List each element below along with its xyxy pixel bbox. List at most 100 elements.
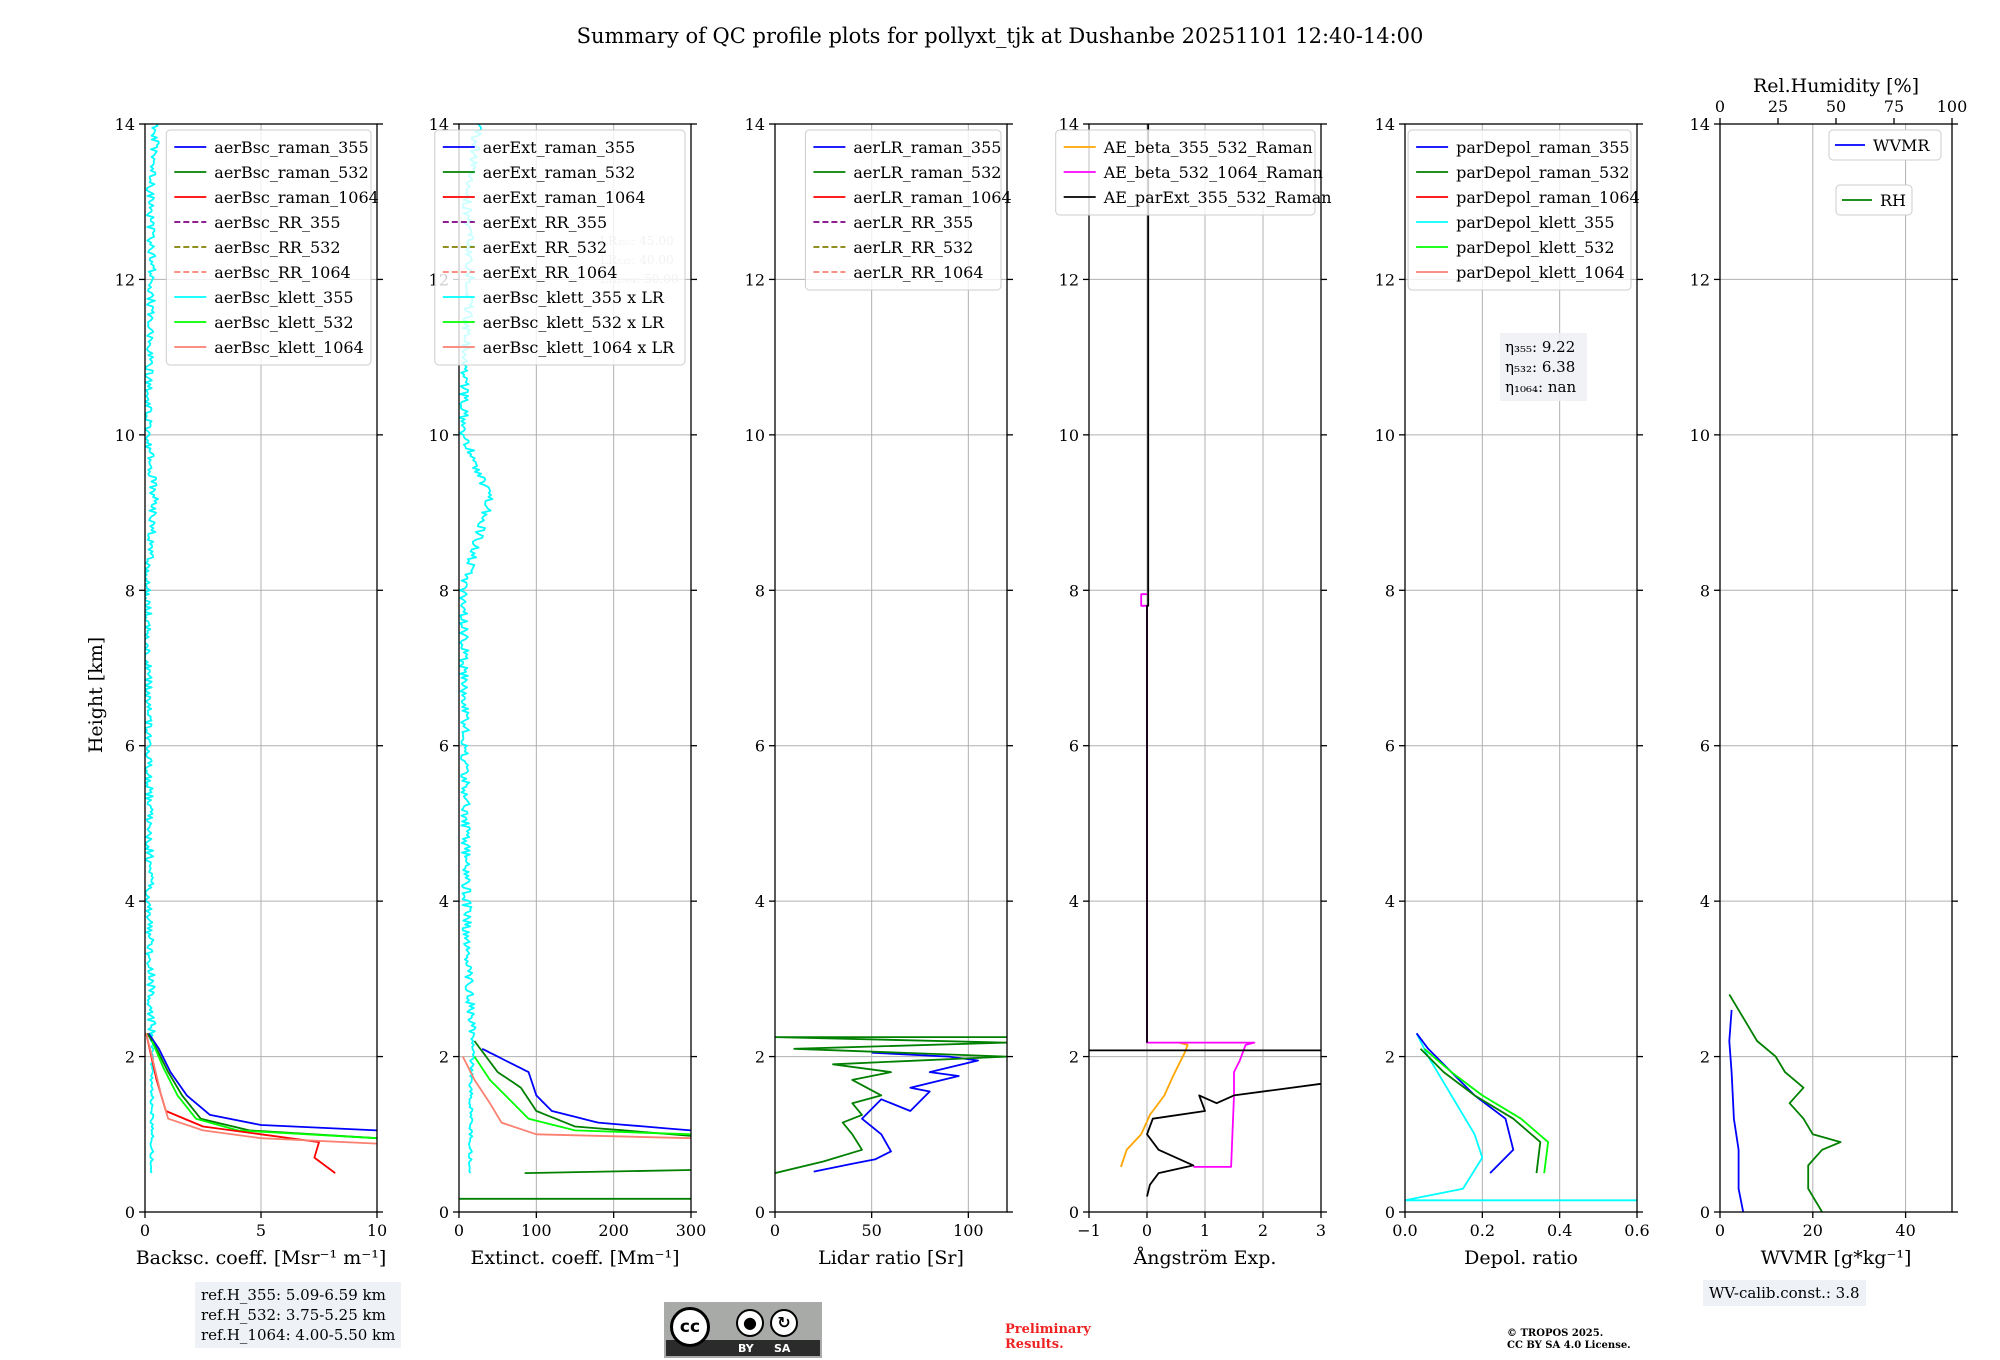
wv-calibration-box: WV-calib.const.: 3.8 bbox=[1703, 1280, 1866, 1306]
x-tick-label: 0.0 bbox=[1392, 1221, 1417, 1240]
eta-note: η₁₀₆₄: nan bbox=[1505, 378, 1576, 396]
legend-label: aerBsc_klett_355 bbox=[214, 288, 353, 307]
y-tick-label: 10 bbox=[429, 426, 449, 445]
legend-label: aerExt_RR_532 bbox=[483, 238, 607, 257]
series-RH bbox=[1728, 993, 1842, 1212]
x-axis-label: Depol. ratio bbox=[1464, 1247, 1578, 1269]
y-tick-label: 10 bbox=[745, 426, 765, 445]
tick-marks bbox=[1083, 123, 1327, 1218]
y-tick-label: 12 bbox=[1375, 270, 1395, 289]
series-aerLR-raman-355 bbox=[813, 1051, 979, 1173]
x-tick-label: 50 bbox=[861, 1221, 881, 1240]
y-tick-label: 4 bbox=[1385, 892, 1395, 911]
legend-label: aerBsc_klett_355 x LR bbox=[483, 288, 665, 307]
legend-label: aerExt_raman_1064 bbox=[483, 188, 646, 207]
cc-license-badge[interactable]: cc ● ↻ BY SA bbox=[664, 1302, 822, 1358]
legend-label: aerExt_raman_532 bbox=[483, 163, 636, 182]
series-aerBsc-klett-355 bbox=[145, 124, 160, 1174]
series-AE-beta-355-532-Raman bbox=[1120, 1041, 1189, 1168]
legend-label: aerExt_RR_1064 bbox=[483, 263, 618, 282]
legend-label: aerLR_raman_355 bbox=[853, 138, 1001, 157]
y-tick-label: 10 bbox=[1690, 426, 1710, 445]
series-AE-parExt-355-532-Raman-column bbox=[1146, 124, 1150, 1043]
y-tick-label: 4 bbox=[755, 892, 765, 911]
x-tick-label: 0.6 bbox=[1624, 1221, 1649, 1240]
y-tick-label: 8 bbox=[1069, 581, 1079, 600]
legend-label: parDepol_raman_532 bbox=[1456, 163, 1629, 182]
legend-label: aerBsc_klett_1064 x LR bbox=[483, 338, 675, 357]
x-axis-label: WVMR [g*kg⁻¹] bbox=[1761, 1247, 1912, 1269]
reference-height-box: ref.H_355: 5.09-6.59 km ref.H_532: 3.75-… bbox=[195, 1282, 402, 1348]
legend-label: parDepol_klett_355 bbox=[1456, 213, 1614, 232]
legend-frame bbox=[165, 129, 372, 366]
y-tick-label: 14 bbox=[1375, 115, 1395, 134]
y-tick-label: 6 bbox=[1069, 737, 1079, 756]
ref-height-355: ref.H_355: 5.09-6.59 km bbox=[201, 1286, 386, 1304]
cc-by-label: BY bbox=[738, 1342, 754, 1355]
series-aerExt-raman-532 bbox=[473, 1040, 691, 1137]
legend-label: aerBsc_raman_532 bbox=[214, 163, 368, 182]
legend-label: AE_beta_355_532_Raman bbox=[1103, 138, 1313, 157]
y-tick-label: 2 bbox=[125, 1048, 135, 1067]
series-aerBsc-klett-1064 bbox=[145, 1033, 377, 1145]
top-tick-label: 75 bbox=[1884, 97, 1904, 116]
x-axis-label: Backsc. coeff. [Msr⁻¹ m⁻¹] bbox=[136, 1247, 387, 1269]
wv-calib-text: WV-calib.const.: 3.8 bbox=[1709, 1284, 1860, 1302]
legend-label: aerBsc_RR_1064 bbox=[214, 263, 350, 282]
series-parDepol-klett-532 bbox=[1423, 1048, 1549, 1174]
y-tick-label: 12 bbox=[115, 270, 135, 289]
legend-label: parDepol_klett_532 bbox=[1456, 238, 1614, 257]
x-tick-label: 100 bbox=[953, 1221, 984, 1240]
y-tick-label: 6 bbox=[439, 737, 449, 756]
preliminary-line-2: Results. bbox=[1005, 1337, 1064, 1352]
y-tick-label: 14 bbox=[429, 115, 449, 134]
series-WVMR bbox=[1728, 1009, 1745, 1212]
copyright-line-1: © TROPOS 2025. bbox=[1507, 1328, 1604, 1339]
series-group bbox=[775, 1036, 1007, 1174]
eta-note: η₅₃₂: 6.38 bbox=[1505, 358, 1575, 376]
y-tick-label: 14 bbox=[1690, 115, 1710, 134]
series-parDepol-raman-532 bbox=[1419, 1048, 1542, 1174]
y-tick-label: 6 bbox=[755, 737, 765, 756]
y-tick-label: 10 bbox=[1375, 426, 1395, 445]
legend-label: aerBsc_klett_532 bbox=[214, 313, 353, 332]
legend-label: aerBsc_raman_355 bbox=[214, 138, 368, 157]
legend-label: AE_parExt_355_532_Raman bbox=[1103, 188, 1332, 207]
legend-frame bbox=[1828, 129, 1942, 161]
x-tick-label: 0 bbox=[1715, 1221, 1725, 1240]
x-tick-label: 5 bbox=[256, 1221, 266, 1240]
x-tick-label: 3 bbox=[1316, 1221, 1326, 1240]
series-aerBsc-klett-532-x-LR bbox=[473, 1056, 691, 1136]
legend-label: aerExt_raman_355 bbox=[483, 138, 636, 157]
y-tick-label: 14 bbox=[745, 115, 765, 134]
y-tick-label: 2 bbox=[755, 1048, 765, 1067]
legend-label: AE_beta_532_1064_Raman bbox=[1103, 163, 1323, 182]
y-tick-label: 14 bbox=[1059, 115, 1079, 134]
x-tick-label: 0 bbox=[1142, 1221, 1152, 1240]
axes-frame bbox=[774, 123, 1008, 1213]
x-tick-label: 2 bbox=[1258, 1221, 1268, 1240]
top-tick-label: 50 bbox=[1826, 97, 1846, 116]
legend-label: aerBsc_klett_1064 bbox=[214, 338, 363, 357]
y-tick-label: 0 bbox=[1069, 1203, 1079, 1222]
tick-marks bbox=[1714, 123, 1958, 1218]
legend-frame bbox=[1055, 129, 1316, 216]
axes-frame bbox=[1404, 123, 1638, 1213]
y-tick-label: 6 bbox=[1700, 737, 1710, 756]
legend-label: aerBsc_raman_1064 bbox=[214, 188, 379, 207]
legend-label: aerLR_RR_355 bbox=[853, 213, 973, 232]
legend-label: aerBsc_klett_532 x LR bbox=[483, 313, 665, 332]
x-axis-label: Extinct. coeff. [Mm⁻¹] bbox=[470, 1247, 679, 1269]
axes-frame bbox=[1719, 123, 1953, 1213]
series-aerBsc-raman-1064 bbox=[145, 1033, 336, 1174]
ref-height-532: ref.H_532: 3.75-5.25 km bbox=[201, 1306, 386, 1324]
series-aerExt-raman-532-spike bbox=[524, 1169, 691, 1174]
y-tick-label: 0 bbox=[1385, 1203, 1395, 1222]
y-tick-label: 0 bbox=[125, 1203, 135, 1222]
x-tick-label: 0 bbox=[770, 1221, 780, 1240]
legend-label: aerLR_raman_1064 bbox=[853, 188, 1011, 207]
x-tick-label: 40 bbox=[1895, 1221, 1915, 1240]
series-aerLR-raman-532 bbox=[775, 1036, 1007, 1174]
series-aerExt-raman-355 bbox=[481, 1047, 691, 1132]
